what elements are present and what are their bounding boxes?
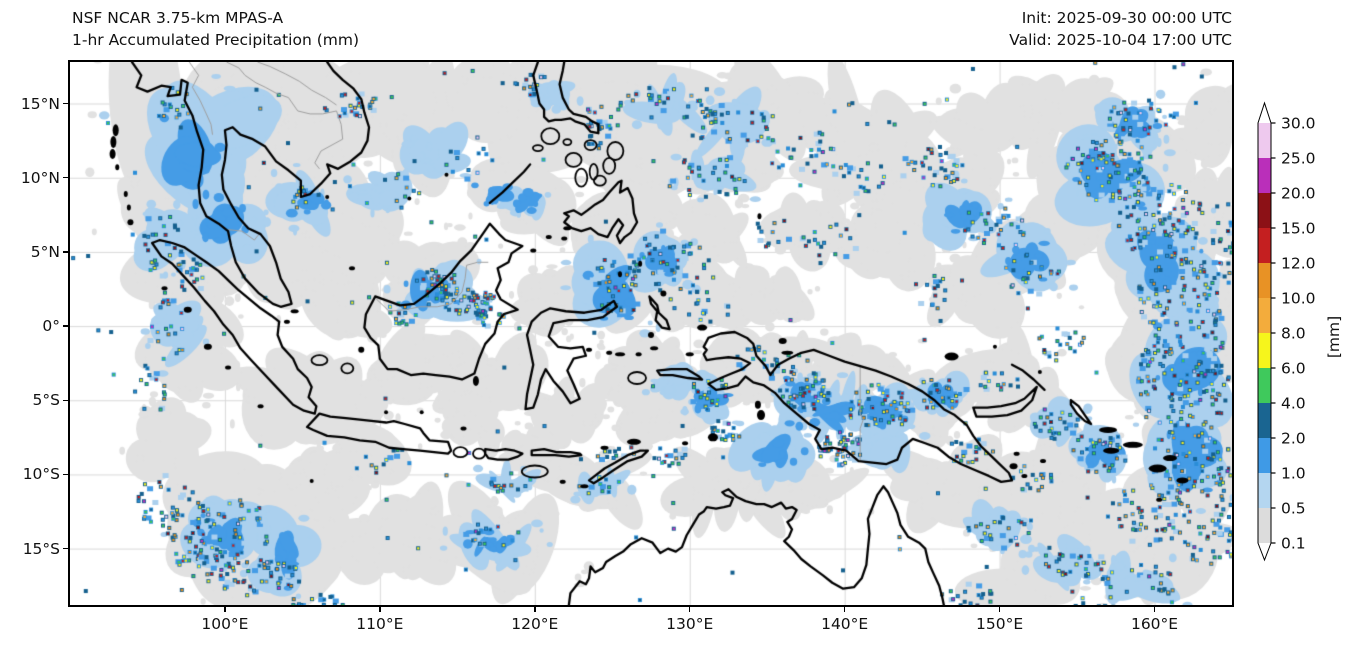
colorbar-units-label: [mm]: [1325, 315, 1343, 359]
colorbar-tick-label: 0.1: [1281, 535, 1306, 553]
y-tick-mark: [63, 176, 68, 179]
x-tick-mark: [379, 607, 381, 612]
colorbar-segment: [1258, 508, 1271, 543]
colorbar: 0.1 0.5 1.0 2.0 4.0 6.0 8.0 10.0 12.0 15.0 20.0 25.…: [1250, 98, 1366, 578]
x-tick-mark: [1153, 607, 1156, 612]
x-tick-label: 120°E: [511, 615, 559, 633]
colorbar-tick-label: 12.0: [1281, 255, 1316, 273]
x-tick-mark: [998, 607, 1001, 612]
colorbar-segment: [1258, 158, 1271, 193]
x-tick-label: 150°E: [976, 615, 1024, 633]
colorbar-tick-label: 20.0: [1281, 185, 1316, 203]
colorbar-tick-label: 10.0: [1281, 290, 1316, 308]
x-tick-mark: [843, 607, 846, 612]
colorbar-tick-label: 8.0: [1281, 325, 1306, 343]
y-tick-mark: [63, 102, 68, 105]
x-tick-label: 100°E: [201, 615, 249, 633]
colorbar-segment: [1258, 368, 1271, 403]
colorbar-tick-label: 4.0: [1281, 395, 1306, 413]
plot-title: 1-hr Accumulated Precipitation (mm): [72, 31, 359, 49]
colorbar-under-arrow: [1258, 543, 1271, 560]
y-tick-mark: [63, 547, 68, 550]
colorbar-segment: [1258, 123, 1271, 158]
x-tick-mark: [224, 607, 226, 612]
x-tick-mark: [688, 607, 691, 612]
colorbar-scale: 0.1 0.5 1.0 2.0 4.0 6.0 8.0 10.0 12.0 15.0 20.0 25.…: [1257, 101, 1316, 562]
y-tick-mark: [63, 473, 68, 476]
map-panel: [68, 60, 1234, 607]
colorbar-segment: [1258, 228, 1271, 263]
model-title: NSF NCAR 3.75-km MPAS-A: [72, 9, 284, 27]
x-tick-label: 160°E: [1130, 615, 1179, 633]
colorbar-segment: [1258, 403, 1271, 438]
x-tick-label: 130°E: [666, 615, 714, 633]
y-tick-label: 10°S: [22, 465, 60, 484]
y-tick-label: 0°: [42, 317, 60, 336]
x-tick-label: 110°E: [356, 615, 404, 633]
colorbar-over-arrow: [1258, 103, 1271, 123]
colorbar-tick-label: 2.0: [1281, 430, 1306, 448]
y-tick-mark: [63, 251, 68, 253]
y-tick-label: 15°N: [20, 94, 60, 113]
colorbar-segment: [1258, 193, 1271, 228]
colorbar-segment: [1258, 473, 1271, 508]
colorbar-tick-label: 1.0: [1281, 465, 1306, 483]
y-tick-label: 15°S: [22, 539, 60, 558]
colorbar-segment: [1258, 438, 1271, 473]
precipitation-map-canvas: [70, 62, 1232, 605]
x-tick-mark: [534, 607, 536, 612]
y-tick-mark: [63, 325, 68, 327]
colorbar-segment: [1258, 298, 1271, 333]
y-tick-label: 5°S: [32, 391, 60, 410]
colorbar-tick-label: 0.5: [1281, 500, 1306, 518]
init-time: Init: 2025-09-30 00:00 UTC: [1021, 9, 1232, 27]
colorbar-tick-label: 30.0: [1281, 115, 1316, 133]
title-block: NSF NCAR 3.75-km MPAS-A 1-hr Accumulated…: [72, 7, 359, 51]
y-tick-mark: [63, 399, 68, 401]
colorbar-tick-label: 15.0: [1281, 220, 1316, 238]
colorbar-segment: [1258, 263, 1271, 298]
colorbar-tick-label: 6.0: [1281, 360, 1306, 378]
valid-time: Valid: 2025-10-04 17:00 UTC: [1009, 31, 1232, 49]
colorbar-tick-label: 25.0: [1281, 150, 1316, 168]
x-tick-label: 140°E: [821, 615, 869, 633]
y-tick-label: 5°N: [30, 242, 60, 261]
colorbar-segment: [1258, 333, 1271, 368]
y-tick-label: 10°N: [20, 168, 60, 187]
time-block: Init: 2025-09-30 00:00 UTC Valid: 2025-1…: [1009, 7, 1232, 51]
